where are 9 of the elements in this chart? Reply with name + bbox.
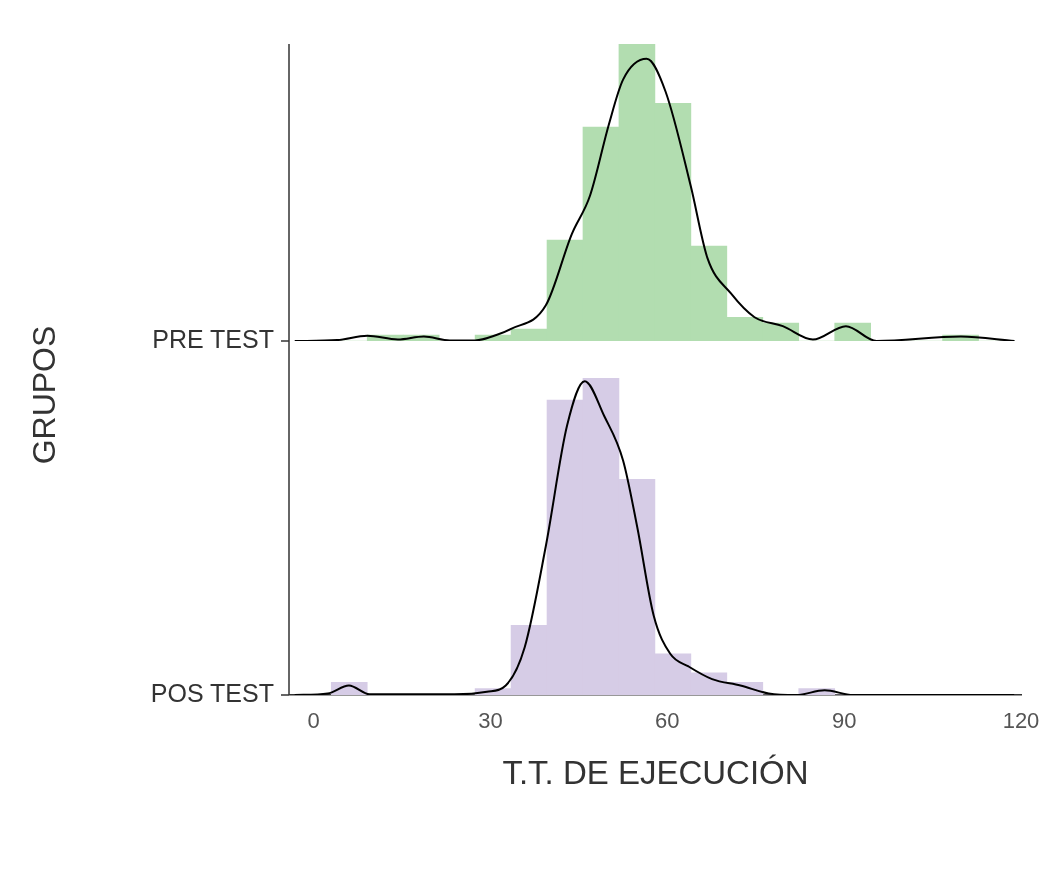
- x-tick-label: 120: [1002, 708, 1040, 734]
- x-tick-label: 60: [655, 708, 680, 734]
- x-tick-label: 0: [307, 708, 320, 734]
- text: POS TEST: [150, 678, 274, 707]
- text: PRE TEST: [152, 324, 274, 353]
- y-axis-title: GRUPOS: [25, 325, 63, 465]
- x-tick-label: 30: [478, 708, 503, 734]
- x-tick-label: 90: [831, 708, 857, 734]
- x-axis-title: T.T. DE EJECUCIÓN: [502, 754, 809, 792]
